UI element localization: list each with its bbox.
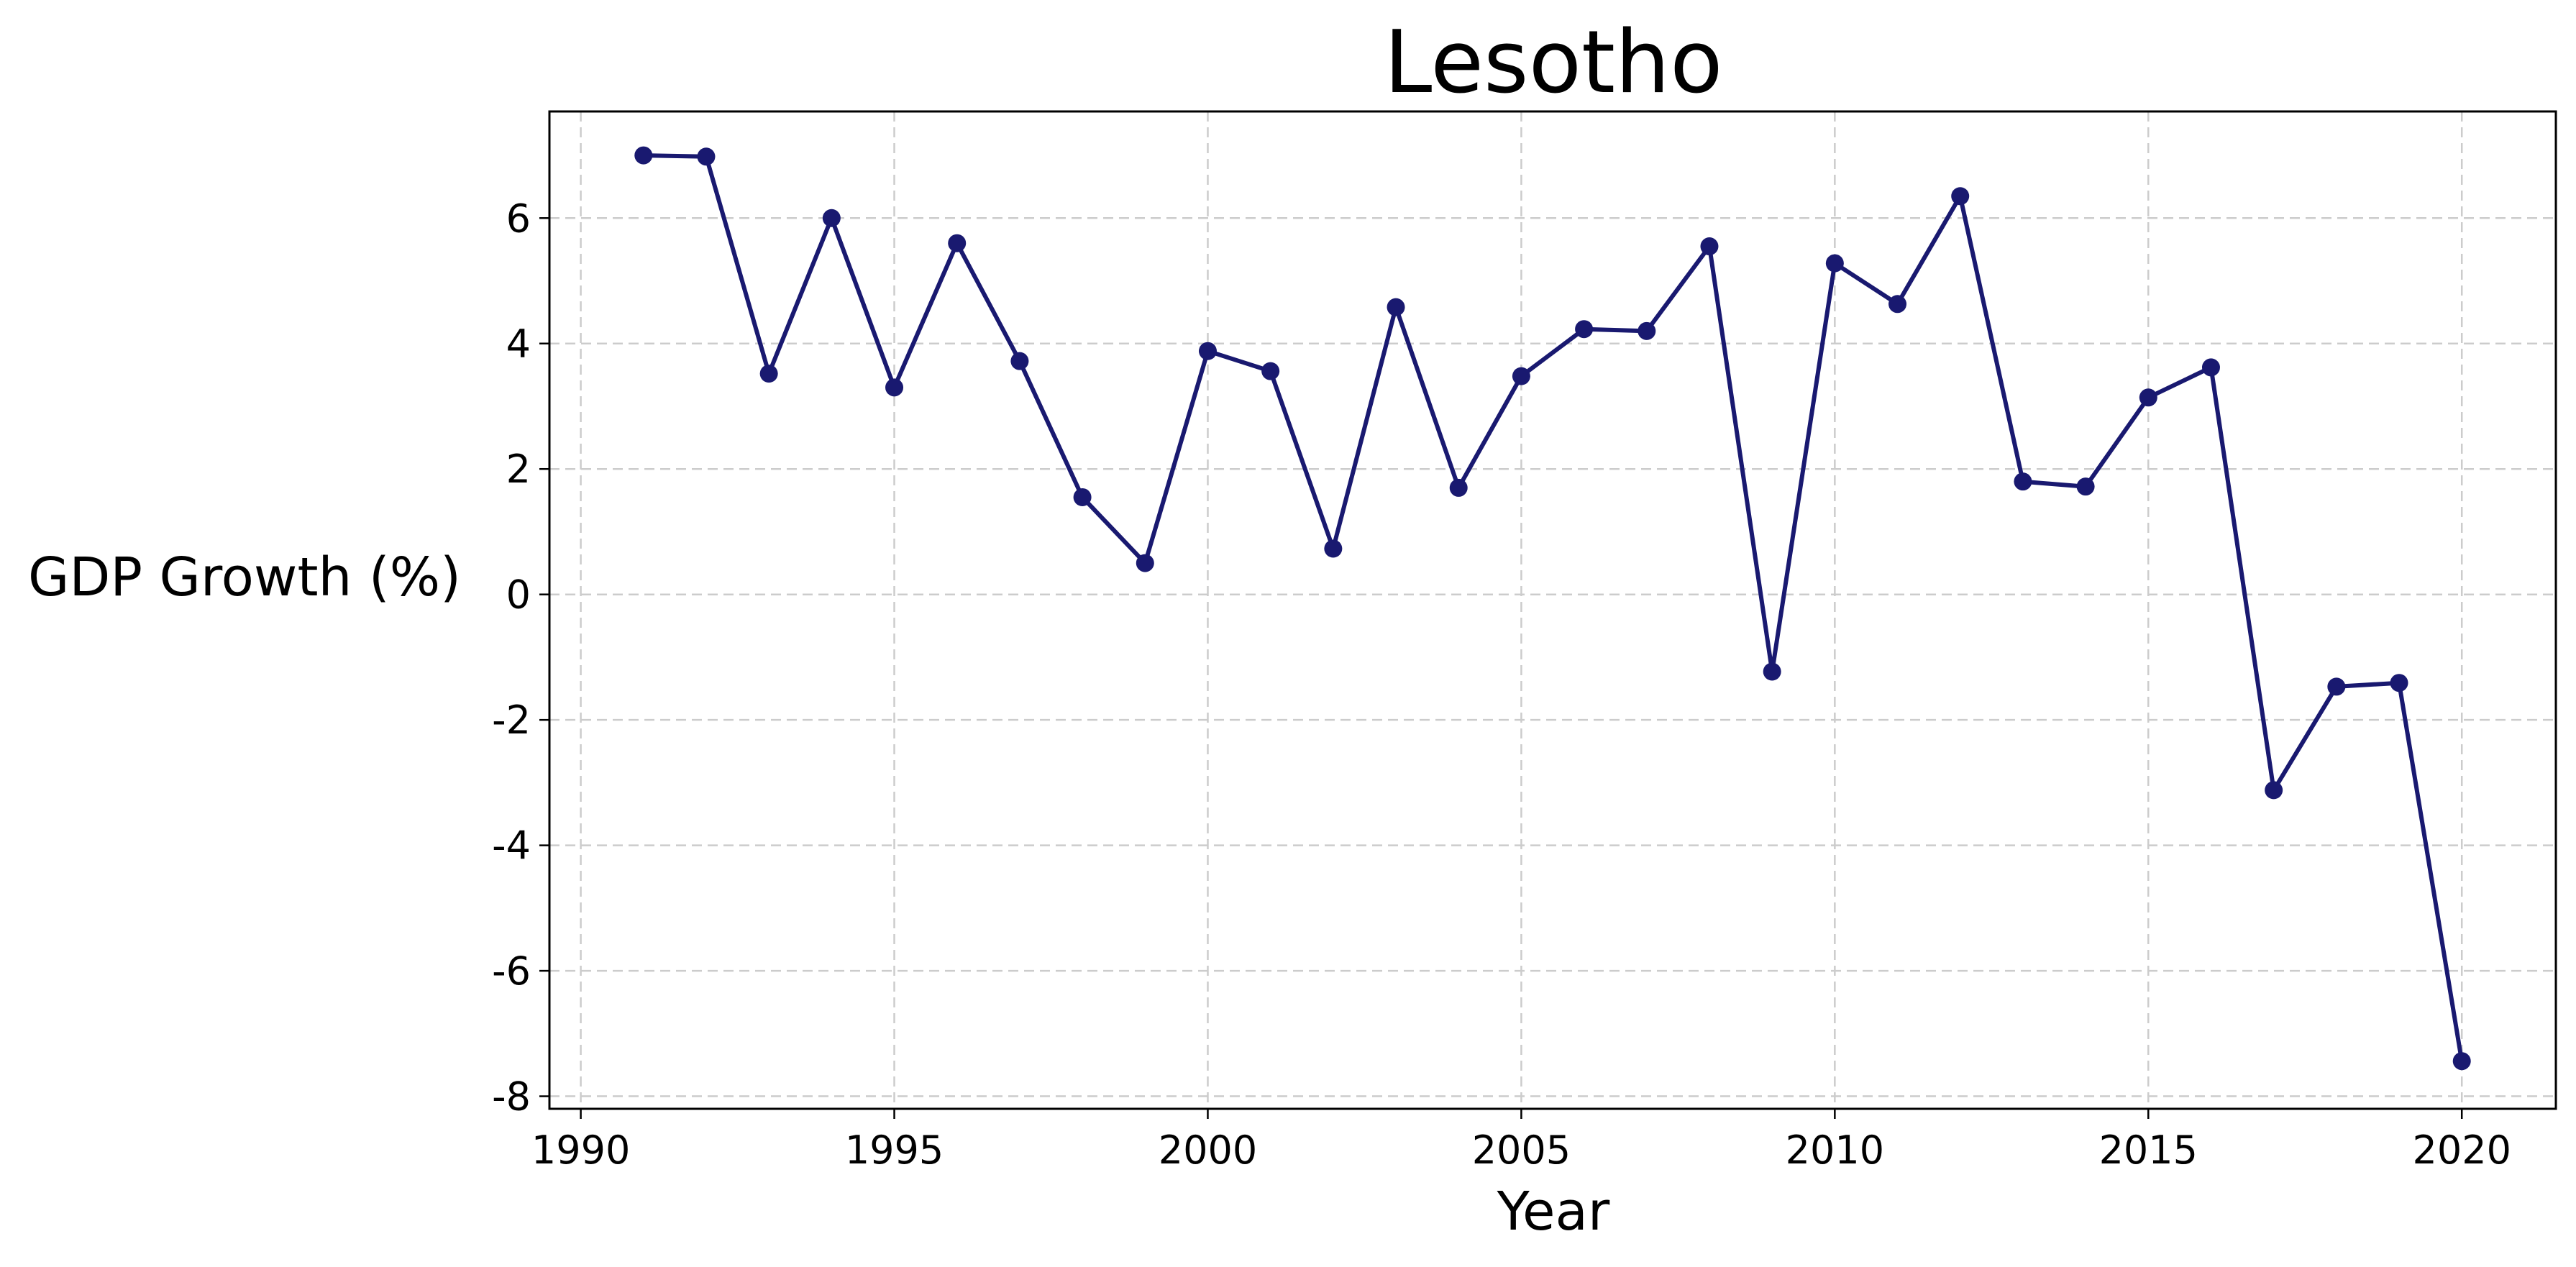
series-gdp-growth [634, 146, 2471, 1071]
data-point [759, 365, 778, 383]
plot-frame [548, 110, 2557, 1110]
data-point [1449, 478, 1468, 497]
data-point [1198, 342, 1217, 360]
data-point [1512, 367, 1530, 385]
x-tick-label: 2005 [1472, 1128, 1571, 1173]
x-tick-label: 1990 [531, 1128, 630, 1173]
x-tick-label: 1995 [845, 1128, 944, 1173]
data-point [822, 209, 841, 227]
data-point [1888, 295, 1907, 314]
x-tick-label: 2015 [2099, 1128, 2198, 1173]
data-point [948, 234, 967, 252]
y-axis-ticks: -8 -6 -4 -2 0 2 4 6 [492, 196, 549, 1120]
x-axis-label: Year [1497, 1181, 1610, 1243]
data-point [1073, 488, 1092, 506]
data-point [2201, 358, 2220, 377]
y-axis-label: GDP Growth (%) [28, 546, 461, 608]
y-tick-label: -6 [492, 948, 531, 994]
data-point [1324, 539, 1343, 558]
data-point [634, 146, 653, 165]
x-axis-ticks: 1990 1995 2000 2005 2010 2015 2020 [531, 1109, 2511, 1173]
grid-lines [549, 111, 2556, 1109]
data-point [2265, 781, 2283, 800]
y-tick-label: 6 [506, 196, 531, 241]
y-tick-label: -2 [492, 697, 531, 743]
data-point [1010, 352, 1029, 370]
data-point [2452, 1052, 2471, 1071]
data-point [2139, 388, 2157, 407]
data-point [2327, 677, 2346, 696]
chart-title: Lesotho [1384, 13, 1722, 113]
data-point [1638, 321, 1656, 340]
x-tick-label: 2010 [1786, 1128, 1884, 1173]
data-point [1700, 237, 1719, 256]
data-point [1575, 320, 1594, 339]
data-point [1825, 254, 1844, 273]
y-tick-label: 0 [506, 572, 531, 618]
series-line [643, 153, 2465, 1062]
data-point [1951, 187, 1970, 206]
data-point [1136, 554, 1154, 572]
data-point [1763, 662, 1781, 681]
y-tick-label: 4 [506, 321, 531, 367]
y-tick-label: -8 [492, 1074, 531, 1120]
data-point [697, 147, 716, 166]
data-point [1387, 298, 1405, 316]
data-point [2014, 472, 2032, 491]
x-tick-label: 2020 [2413, 1128, 2511, 1173]
y-tick-label: 2 [506, 447, 531, 492]
y-tick-label: -4 [492, 823, 531, 869]
data-point [885, 378, 904, 397]
data-point [2390, 674, 2408, 692]
data-point [1261, 362, 1280, 380]
data-point [2076, 477, 2095, 496]
x-tick-label: 2000 [1159, 1128, 1257, 1173]
